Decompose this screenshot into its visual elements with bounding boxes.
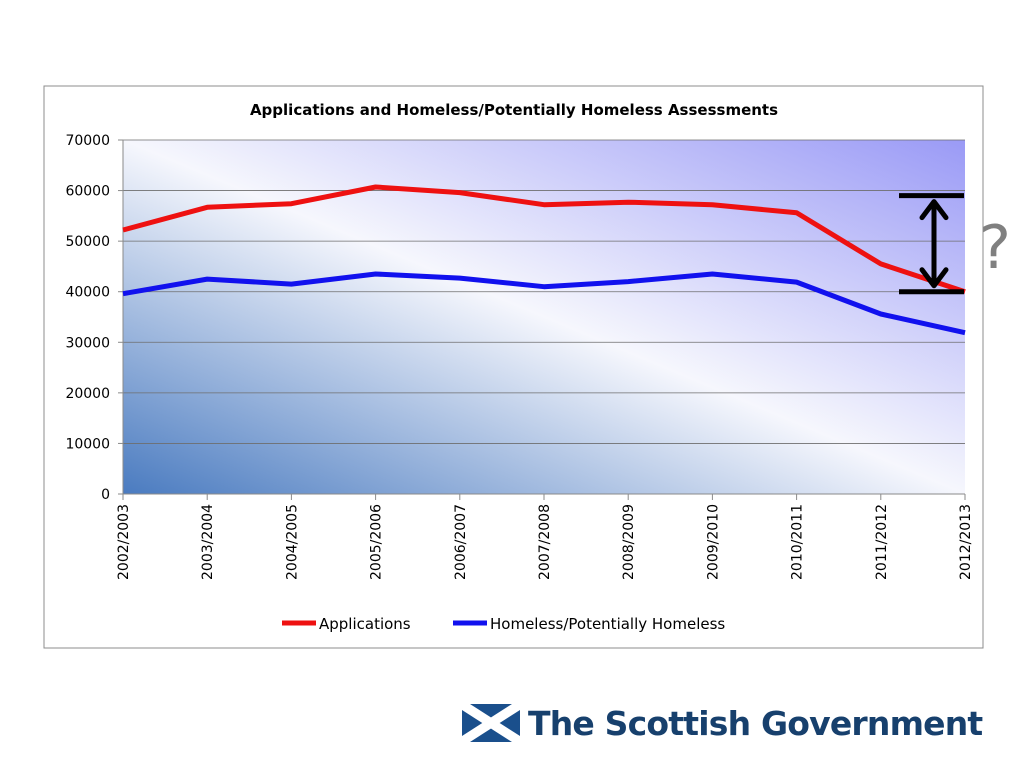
y-tick-label: 0 [101,487,110,503]
gap-annotation: ? [899,193,1011,295]
y-tick-label: 20000 [65,386,110,402]
y-tick-label: 70000 [65,133,110,149]
x-tick-label: 2008/2009 [621,504,637,580]
x-axis-ticks: 2002/2003 2003/2004 2004/2005 2005/2006 2006… [116,494,974,580]
x-tick-label: 2012/2013 [958,504,974,580]
y-tick-label: 40000 [65,285,110,301]
plot-area [123,140,965,494]
y-tick-label: 30000 [65,335,110,351]
series-line [122,271,966,336]
scottish-government-logo: The Scottish Government [462,700,983,746]
gridlines [123,139,965,444]
legend-label: Applications [319,615,411,633]
series-lines [122,184,966,336]
down-arrowhead-icon [919,267,949,289]
x-tick-label: 2010/2011 [790,504,806,580]
legend: Applications Homeless/Potentially Homeles… [282,615,725,633]
series-line [122,184,966,295]
x-tick-label: 2003/2004 [200,504,216,580]
up-arrowhead-icon [919,199,949,221]
x-tick-label: 2002/2003 [116,504,132,580]
x-tick-label: 2009/2010 [705,504,721,580]
legend-label: Homeless/Potentially Homeless [490,615,725,633]
logo-text: The Scottish Government [528,703,983,743]
x-tick-label: 2004/2005 [284,504,300,580]
y-tick-label: 60000 [65,184,110,200]
chart-title: Applications and Homeless/Potentially Ho… [250,101,778,119]
question-mark: ? [979,213,1011,283]
x-tick-label: 2011/2012 [874,504,890,580]
saltire-flag-icon [462,704,520,742]
y-axis-ticks: 0 10000 20000 30000 40000 50000 60000 70000 [65,133,123,503]
y-tick-label: 50000 [65,234,110,250]
x-tick-label: 2005/2006 [369,504,385,580]
x-tick-label: 2006/2007 [453,504,469,580]
x-tick-label: 2007/2008 [537,504,553,580]
y-tick-label: 10000 [65,436,110,452]
